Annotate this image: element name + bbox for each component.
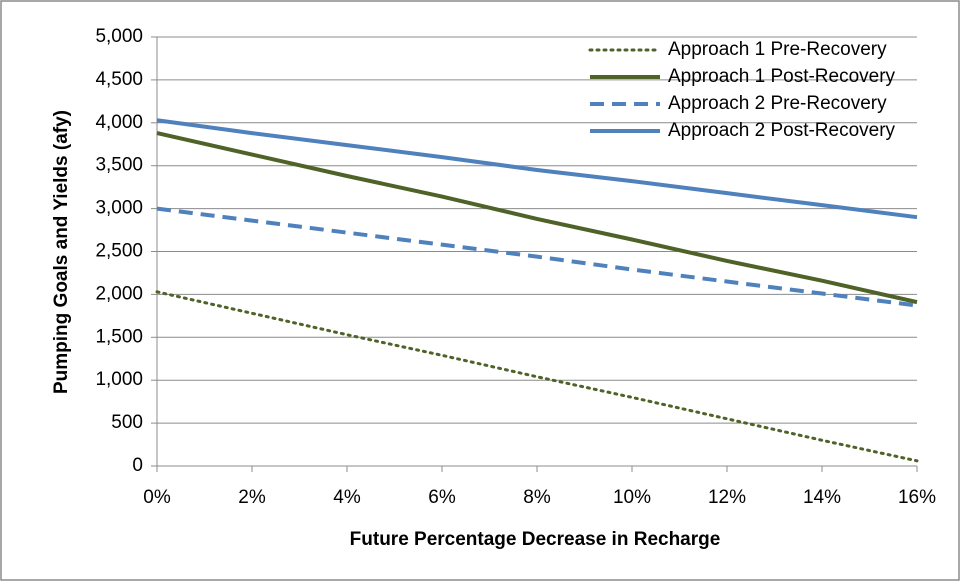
series-line (156, 206, 918, 308)
y-tick-label: 2,000 (95, 283, 143, 304)
x-axis-title: Future Percentage Decrease in Recharge (350, 529, 721, 550)
y-tick-label: 5,000 (95, 26, 143, 47)
legend-label: Approach 1 Post-Recovery (668, 66, 896, 87)
y-tick-label: 1,000 (95, 369, 143, 390)
y-tick-label: 4,500 (95, 69, 143, 90)
x-tick-label: 14% (803, 487, 841, 508)
x-tick-label: 0% (143, 487, 171, 508)
y-tick-label: 3,000 (95, 198, 143, 219)
legend-label: Approach 2 Pre-Recovery (668, 93, 887, 114)
x-tick-label: 2% (238, 487, 266, 508)
y-tick-label: 2,500 (95, 241, 143, 262)
y-tick-label: 4,000 (95, 112, 143, 133)
x-tick-label: 12% (708, 487, 746, 508)
x-tick-label: 8% (523, 487, 551, 508)
y-tick-label: 3,500 (95, 155, 143, 176)
legend-label: Approach 1 Pre-Recovery (668, 39, 887, 60)
x-tick-label: 16% (898, 487, 936, 508)
x-tick-label: 10% (613, 487, 651, 508)
y-tick-label: 500 (111, 412, 143, 433)
x-tick-label: 4% (333, 487, 361, 508)
y-axis-title: Pumping Goals and Yields (afy) (51, 110, 72, 394)
legend-label: Approach 2 Post-Recovery (668, 120, 896, 141)
y-tick-label: 1,500 (95, 326, 143, 347)
series-line (156, 131, 918, 305)
series-line (156, 118, 918, 220)
y-tick-label: 0 (132, 455, 143, 476)
x-tick-label: 6% (428, 487, 456, 508)
